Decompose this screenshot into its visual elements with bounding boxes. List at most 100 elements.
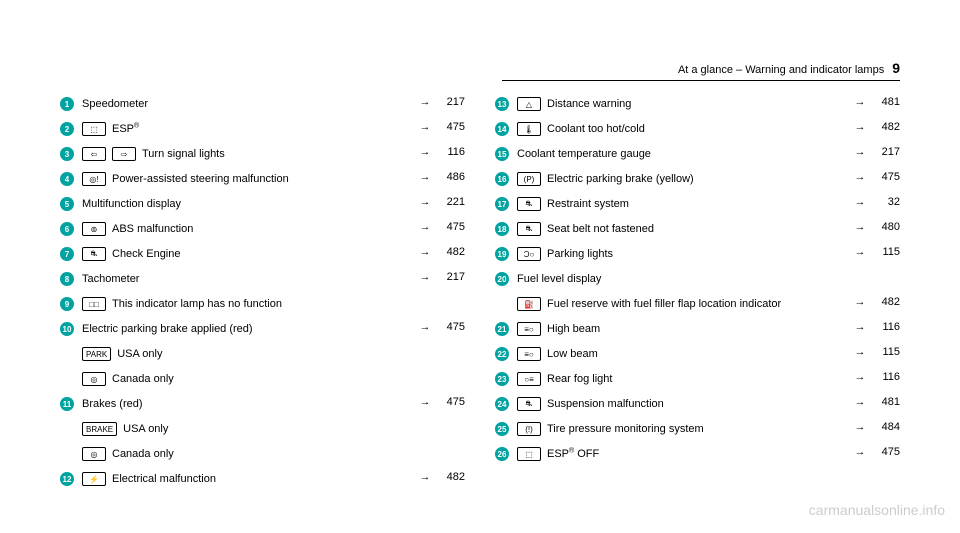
item-text: This indicator lamp has no function	[112, 296, 415, 313]
item-text: Tachometer	[82, 271, 415, 288]
item-text: Fuel level display	[517, 271, 850, 288]
indicator-symbol: ⬚	[82, 122, 106, 136]
indicator-symbol: PARK	[82, 347, 111, 361]
item-text: Tire pressure monitoring system	[547, 421, 850, 438]
item-text: ESP®	[112, 121, 415, 138]
item-number: 4	[60, 172, 74, 186]
list-row: 9□□This indicator lamp has no function	[60, 296, 465, 314]
page-reference: 481	[870, 96, 900, 108]
page-reference: 482	[435, 246, 465, 258]
item-text: Canada only	[112, 446, 415, 463]
item-text: Electric parking brake applied (red)	[82, 321, 415, 338]
item-number: 12	[60, 472, 74, 486]
page-reference: 475	[870, 171, 900, 183]
item-text: High beam	[547, 321, 850, 338]
list-row: 24⛐Suspension malfunction→481	[495, 396, 900, 414]
indicator-symbol: ⚡	[82, 472, 106, 486]
right-column: 13△Distance warning→48114🌡Coolant too ho…	[495, 96, 900, 496]
indicator-symbol: BRAKE	[82, 422, 117, 436]
indicator-symbol: ⊚	[82, 222, 106, 236]
item-number: 1	[60, 97, 74, 111]
list-row: 16(P)Electric parking brake (yellow)→475	[495, 171, 900, 189]
watermark: carmanualsonline.info	[809, 502, 945, 518]
item-number: 26	[495, 447, 509, 461]
arrow-icon: →	[415, 396, 435, 408]
arrow-icon: →	[850, 296, 870, 308]
list-row: 23○≡Rear fog light→116	[495, 371, 900, 389]
item-text: Multifunction display	[82, 196, 415, 213]
item-text: Canada only	[112, 371, 415, 388]
item-text: Seat belt not fastened	[547, 221, 850, 238]
arrow-icon: →	[415, 271, 435, 283]
item-number: 5	[60, 197, 74, 211]
indicator-symbol: 🌡	[517, 122, 541, 136]
page-reference: 482	[870, 296, 900, 308]
item-number: 3	[60, 147, 74, 161]
item-text: Distance warning	[547, 96, 850, 113]
list-row: 14🌡Coolant too hot/cold→482	[495, 121, 900, 139]
list-row: ◎ Canada only	[82, 371, 465, 389]
arrow-icon: →	[850, 421, 870, 433]
indicator-symbol: ≡○	[517, 347, 541, 361]
list-row: 18⛐Seat belt not fastened→480	[495, 221, 900, 239]
indicator-symbol: ◎!	[82, 172, 106, 186]
list-row: 19Ɔ○Parking lights→115	[495, 246, 900, 264]
item-number: 11	[60, 397, 74, 411]
page: At a glance – Warning and indicator lamp…	[0, 0, 960, 533]
item-number: 22	[495, 347, 509, 361]
list-row: 17⛐Restraint system→32	[495, 196, 900, 214]
item-text: Electric parking brake (yellow)	[547, 171, 850, 188]
item-number: 8	[60, 272, 74, 286]
page-reference: 115	[870, 246, 900, 258]
page-reference: 475	[435, 321, 465, 333]
item-text: Parking lights	[547, 246, 850, 263]
arrow-icon: →	[850, 146, 870, 158]
item-number: 6	[60, 222, 74, 236]
item-number: 20	[495, 272, 509, 286]
item-number: 25	[495, 422, 509, 436]
indicator-symbol: ◎	[82, 372, 106, 386]
indicator-symbol: ⛐	[517, 197, 541, 211]
item-text: Turn signal lights	[142, 146, 415, 163]
page-reference: 32	[870, 196, 900, 208]
list-row: 12⚡Electrical malfunction→482	[60, 471, 465, 489]
page-reference: 480	[870, 221, 900, 233]
arrow-icon: →	[850, 346, 870, 358]
indicator-symbol: ◎	[82, 447, 106, 461]
page-reference: 482	[870, 121, 900, 133]
page-reference: 217	[870, 146, 900, 158]
indicator-symbol: ○≡	[517, 372, 541, 386]
page-reference: 475	[870, 446, 900, 458]
indicator-symbol: ⇦	[82, 147, 106, 161]
arrow-icon: →	[415, 246, 435, 258]
list-row: 7⛐Check Engine→482	[60, 246, 465, 264]
list-row: 11Brakes (red)→475	[60, 396, 465, 414]
item-text: Rear fog light	[547, 371, 850, 388]
item-text: ESP® OFF	[547, 446, 850, 463]
list-row: 26⬚ESP® OFF→475	[495, 446, 900, 464]
page-reference: 486	[435, 171, 465, 183]
item-text: Restraint system	[547, 196, 850, 213]
arrow-icon: →	[850, 196, 870, 208]
item-number: 15	[495, 147, 509, 161]
indicator-symbol: ⛐	[517, 397, 541, 411]
left-column: 1Speedometer→2172⬚ESP®→4753⇦⇨Turn signal…	[60, 96, 465, 496]
indicator-symbol: Ɔ○	[517, 247, 541, 261]
arrow-icon: →	[415, 196, 435, 208]
indicator-symbol: △	[517, 97, 541, 111]
arrow-icon: →	[415, 221, 435, 233]
arrow-icon: →	[850, 96, 870, 108]
list-row: 6⊚ABS malfunction→475	[60, 221, 465, 239]
item-text: Suspension malfunction	[547, 396, 850, 413]
indicator-symbol: ⛽	[517, 297, 541, 311]
page-number: 9	[892, 60, 900, 76]
list-row: ◎ Canada only	[82, 446, 465, 464]
page-reference: 482	[435, 471, 465, 483]
item-number: 21	[495, 322, 509, 336]
list-row: 15Coolant temperature gauge→217	[495, 146, 900, 164]
page-header: At a glance – Warning and indicator lamp…	[678, 60, 900, 76]
list-row: 1Speedometer→217	[60, 96, 465, 114]
item-text: USA only	[117, 346, 415, 363]
page-reference: 116	[870, 371, 900, 383]
item-number: 9	[60, 297, 74, 311]
